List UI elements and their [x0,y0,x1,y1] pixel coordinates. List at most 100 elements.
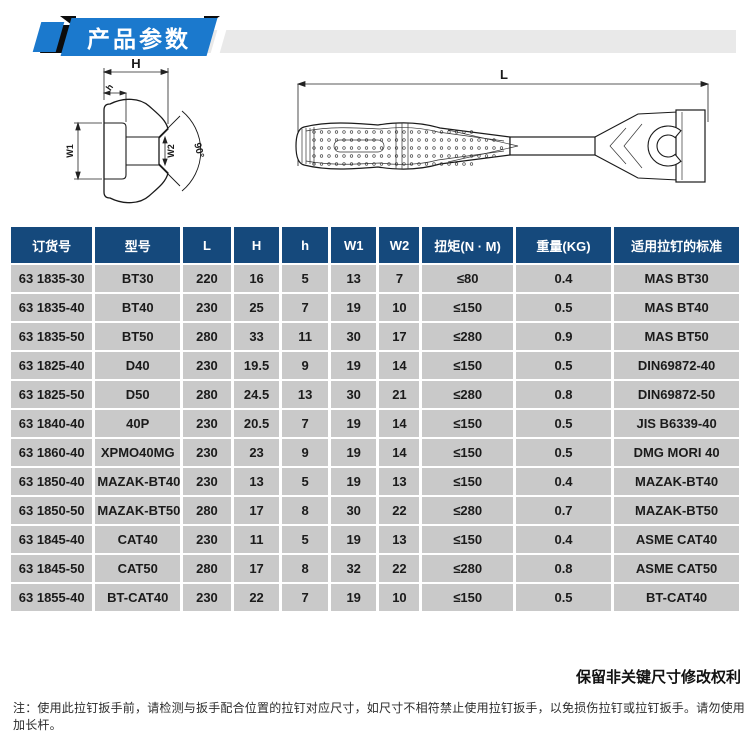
table-cell: 230 [183,439,231,466]
dim-W1-label: W1 [65,144,75,158]
table-cell: 220 [183,265,231,292]
table-cell: 7 [282,294,328,321]
table-cell: 7 [282,584,328,611]
table-cell: ≤150 [422,526,513,553]
table-row: 63 1825-40 D40 230 19.5 9 19 14 ≤150 0.5 DIN69872… [11,352,739,379]
table-cell: 63 1850-50 [11,497,93,524]
column-header-6: W2 [379,227,420,263]
table-cell: 19 [330,584,377,611]
table-cell: BT40 [95,294,181,321]
table-cell: 14 [379,352,420,379]
table-cell: ≤150 [422,584,513,611]
dim-W1 [74,121,102,181]
table-body: 63 1835-30 BT30 220 16 5 13 7 ≤80 0.4 MAS BT30 63 … [11,265,739,611]
table-cell: BT50 [95,323,181,350]
fork-slot [647,125,682,167]
table-cell: MAZAK-BT50 [614,497,739,524]
table-row: 63 1845-40 CAT40 230 11 5 19 13 ≤150 0.4 ASME CAT… [11,526,739,553]
table-cell: ≤150 [422,352,513,379]
table-cell: ASME CAT40 [614,526,739,553]
table-row: 63 1855-40 BT-CAT40 230 22 7 19 10 ≤150 0.5 BT-CA… [11,584,739,611]
table-cell: 5 [282,265,328,292]
table-cell: 14 [379,439,420,466]
table-cell: 25 [233,294,280,321]
wrench-detail-lines [301,112,683,180]
table-cell: MAS BT50 [614,323,739,350]
table-cell: 19 [330,526,377,553]
table-cell: ≤280 [422,555,513,582]
table-cell: D50 [95,381,181,408]
table-cell: DMG MORI 40 [614,439,739,466]
table-cell: DIN69872-40 [614,352,739,379]
dim-W2 [162,135,168,167]
table-row: 63 1845-50 CAT50 280 17 8 32 22 ≤280 0.8 ASME CAT… [11,555,739,582]
table-cell: ASME CAT50 [614,555,739,582]
column-header-1: 型号 [95,227,181,263]
table-cell: DIN69872-50 [614,381,739,408]
table-cell: 19.5 [233,352,280,379]
table-cell: 63 1835-50 [11,323,93,350]
table-cell: 24.5 [233,381,280,408]
table-cell: 230 [183,294,231,321]
table-row: 63 1860-40 XPMO40MG 230 23 9 19 14 ≤150 0.5 DMG M… [11,439,739,466]
table-cell: 16 [233,265,280,292]
table-cell: CAT40 [95,526,181,553]
table-cell: 0.8 [515,555,612,582]
table-cell: 19 [330,439,377,466]
table-cell: CAT50 [95,555,181,582]
table-cell: 0.5 [515,439,612,466]
table-cell: 40P [95,410,181,437]
table-cell: 230 [183,352,231,379]
table-cell: 63 1825-40 [11,352,93,379]
table-cell: 23 [233,439,280,466]
table-cell: 22 [233,584,280,611]
table-cell: 11 [282,323,328,350]
table-cell: 22 [379,497,420,524]
table-cell: ≤150 [422,439,513,466]
table-cell: 0.4 [515,265,612,292]
table-cell: 63 1845-50 [11,555,93,582]
dim-h-label: h [104,82,115,92]
table-row: 63 1835-40 BT40 230 25 7 19 10 ≤150 0.5 MAS BT40 [11,294,739,321]
table-cell: 19 [330,468,377,495]
table-cell: 8 [282,555,328,582]
table-cell: 13 [379,468,420,495]
table-cell: 10 [379,294,420,321]
wrench-outline [295,109,706,183]
table-row: 63 1835-50 BT50 280 33 11 30 17 ≤280 0.9 MAS BT50 [11,323,739,350]
table-cell: MAS BT30 [614,265,739,292]
column-header-2: L [183,227,231,263]
table-cell: 0.4 [515,526,612,553]
table-cell: 63 1845-40 [11,526,93,553]
table-cell: 63 1840-40 [11,410,93,437]
section-title-badge: 产品参数 [60,18,218,56]
table-cell: 230 [183,584,231,611]
table-row: 63 1835-30 BT30 220 16 5 13 7 ≤80 0.4 MAS BT30 [11,265,739,292]
table-cell: 7 [379,265,420,292]
head-outline [103,98,181,204]
table-cell: 19 [330,352,377,379]
table-cell: 280 [183,381,231,408]
table-cell: 0.5 [515,584,612,611]
table-cell: 8 [282,497,328,524]
table-cell: BT-CAT40 [614,584,739,611]
table-cell: 13 [330,265,377,292]
table-row: 63 1850-50 MAZAK-BT50 280 17 8 30 22 ≤280 0.7 MAZ… [11,497,739,524]
table-cell: 19 [330,294,377,321]
table-cell: 13 [282,381,328,408]
table-cell: 11 [233,526,280,553]
column-header-4: h [282,227,328,263]
table-cell: ≤150 [422,410,513,437]
table-cell: 30 [330,381,377,408]
table-cell: 30 [330,323,377,350]
column-header-7: 扭矩(N · M) [422,227,513,263]
table-cell: 33 [233,323,280,350]
table-cell: 19 [330,410,377,437]
table-cell: ≤280 [422,323,513,350]
dim-H [102,68,170,124]
table-cell: D40 [95,352,181,379]
table-cell: 32 [330,555,377,582]
table-cell: 230 [183,526,231,553]
table-cell: MAS BT40 [614,294,739,321]
